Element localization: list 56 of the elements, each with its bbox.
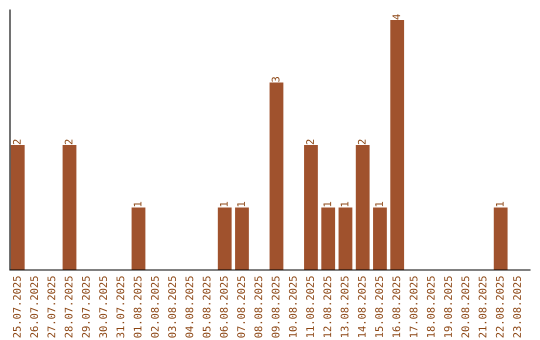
data-label: 2: [64, 140, 72, 144]
bar: [218, 208, 232, 270]
data-label: 1: [220, 202, 228, 206]
x-tick-label: 27.07.2025: [47, 276, 56, 338]
x-tick-label: 21.08.2025: [478, 276, 486, 338]
bar: [321, 208, 336, 270]
data-label: 1: [134, 202, 142, 206]
data-label: 3: [272, 77, 280, 82]
data-label: 1: [324, 202, 332, 206]
data-label: 1: [375, 202, 383, 206]
x-tick-label: 28.07.2025: [64, 276, 73, 338]
x-tick-label: 04.08.2025: [185, 276, 194, 338]
x-tick-label: 01.08.2025: [134, 276, 142, 338]
x-tick-label: 17.08.2025: [410, 276, 418, 338]
x-tick-label: 08.08.2025: [254, 276, 262, 338]
x-tick-label: 11.08.2025: [306, 276, 314, 338]
x-tick-label: 25.07.2025: [12, 276, 21, 338]
x-tick-label: 23.08.2025: [513, 276, 521, 338]
x-tick-label: 18.08.2025: [426, 276, 435, 338]
bar: [338, 208, 352, 270]
x-tick-label: 20.08.2025: [461, 276, 470, 338]
x-tick-label: 30.07.2025: [99, 276, 108, 338]
x-tick-label: 19.08.2025: [444, 276, 452, 338]
x-tick-label: 16.08.2025: [392, 276, 400, 338]
x-tick-label: 10.08.2025: [288, 276, 297, 338]
data-label: 2: [12, 140, 21, 144]
x-tick-label: 13.08.2025: [340, 276, 349, 338]
x-tick-label: 09.08.2025: [272, 276, 280, 338]
bar: [390, 20, 404, 270]
bar: [270, 82, 284, 270]
x-tick-label: 22.08.2025: [496, 276, 504, 338]
x-tick-label: 29.07.2025: [82, 276, 90, 338]
bar: [10, 145, 25, 270]
bar: [62, 145, 76, 270]
bar: [494, 208, 508, 270]
x-tick-label: 06.08.2025: [220, 276, 228, 338]
data-label: 1: [340, 202, 348, 206]
data-label: 1: [496, 202, 504, 206]
data-label: 2: [358, 140, 366, 144]
x-tick-label: 26.07.2025: [30, 276, 38, 338]
x-tick-label: 05.08.2025: [202, 276, 211, 338]
x-tick-label: 12.08.2025: [323, 276, 332, 338]
x-tick-label: 14.08.2025: [358, 276, 366, 338]
x-tick-label: 15.08.2025: [375, 276, 383, 338]
x-tick-label: 31.07.2025: [116, 276, 124, 338]
x-tick-label: 03.08.2025: [168, 276, 176, 338]
bar: [356, 145, 370, 270]
bar: [304, 145, 318, 270]
x-tick-label: 07.08.2025: [237, 276, 246, 338]
data-label: 1: [237, 202, 245, 206]
bar: [373, 208, 387, 270]
data-label: 4: [392, 14, 400, 20]
x-tick-label: 02.08.2025: [150, 276, 159, 338]
data-label: 2: [306, 140, 314, 144]
bar: [235, 208, 249, 270]
bar: [132, 208, 146, 270]
